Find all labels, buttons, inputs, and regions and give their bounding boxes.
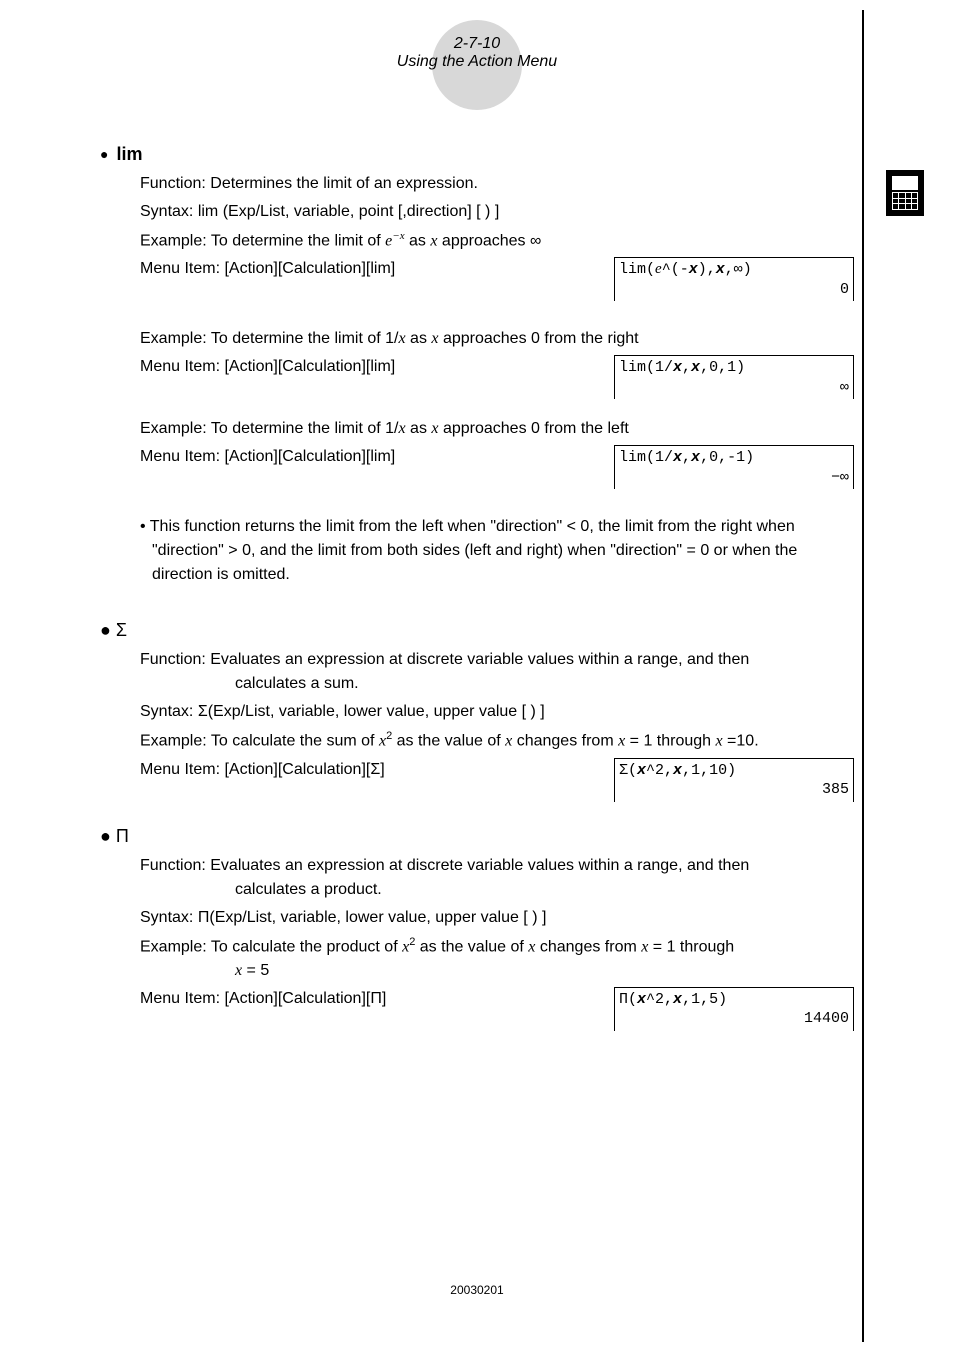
syntax-line: Syntax: lim (Exp/List, variable, point […	[140, 200, 854, 224]
example-line: Example: To calculate the product of x2 …	[140, 934, 854, 983]
menu-row: Menu Item: [Action][Calculation][Π] Π(x^…	[140, 987, 854, 1037]
calc-input: lim(1/x,x,0,1)	[619, 358, 849, 378]
calculator-icon	[886, 170, 924, 216]
example-line: Example: To calculate the sum of x2 as t…	[140, 728, 854, 753]
calc-display: lim(1/x,x,0,1) ∞	[614, 355, 854, 399]
function-line: Function: Evaluates an expression at dis…	[140, 648, 854, 696]
calc-output: −∞	[619, 468, 849, 488]
syntax-text: lim (Exp/List, variable, point [,directi…	[198, 203, 499, 220]
function-text: Determines the limit of an expression.	[210, 175, 478, 192]
menu-row: Menu Item: [Action][Calculation][Σ] Σ(x^…	[140, 758, 854, 808]
calc-input: lim(e^(-x),x,∞)	[619, 260, 849, 280]
page-title: Using the Action Menu	[0, 53, 954, 71]
calc-display: Π(x^2,x,1,5) 14400	[614, 987, 854, 1031]
calc-display: lim(1/x,x,0,-1) −∞	[614, 445, 854, 489]
page-content: lim Function: Determines the limit of an…	[0, 71, 954, 1037]
footer-number: 20030201	[0, 1283, 954, 1297]
example-line: Example: To determine the limit of e−x a…	[140, 228, 854, 253]
calc-display: lim(e^(-x),x,∞) 0	[614, 257, 854, 301]
calc-input: Π(x^2,x,1,5)	[619, 990, 849, 1010]
function-label: Function:	[140, 175, 206, 192]
calc-output: ∞	[619, 378, 849, 398]
syntax-line: Syntax: Σ(Exp/List, variable, lower valu…	[140, 700, 854, 724]
note-text: • This function returns the limit from t…	[140, 515, 854, 587]
syntax-label: Syntax:	[140, 203, 193, 220]
menu-row: Menu Item: [Action][Calculation][lim] li…	[140, 257, 854, 307]
calc-output: 14400	[619, 1009, 849, 1029]
calc-output: 385	[619, 780, 849, 800]
page-reference: 2-7-10	[0, 35, 954, 53]
syntax-line: Syntax: Π(Exp/List, variable, lower valu…	[140, 906, 854, 930]
page-header: 2-7-10 Using the Action Menu	[0, 0, 954, 71]
calc-display: Σ(x^2,x,1,10) 385	[614, 758, 854, 802]
section-heading-pi: ● Π	[100, 823, 854, 850]
section-heading-sigma: ● Σ	[100, 617, 854, 644]
function-line: Function: Determines the limit of an exp…	[140, 172, 854, 196]
calc-output: 0	[619, 280, 849, 300]
example-line: Example: To determine the limit of 1/x a…	[140, 417, 854, 441]
menu-row: Menu Item: [Action][Calculation][lim] li…	[140, 445, 854, 495]
section-heading-lim: lim	[100, 141, 854, 168]
page-right-border	[862, 10, 864, 1342]
calc-input: lim(1/x,x,0,-1)	[619, 448, 849, 468]
example-line: Example: To determine the limit of 1/x a…	[140, 327, 854, 351]
calc-input: Σ(x^2,x,1,10)	[619, 761, 849, 781]
menu-row: Menu Item: [Action][Calculation][lim] li…	[140, 355, 854, 405]
function-line: Function: Evaluates an expression at dis…	[140, 854, 854, 902]
